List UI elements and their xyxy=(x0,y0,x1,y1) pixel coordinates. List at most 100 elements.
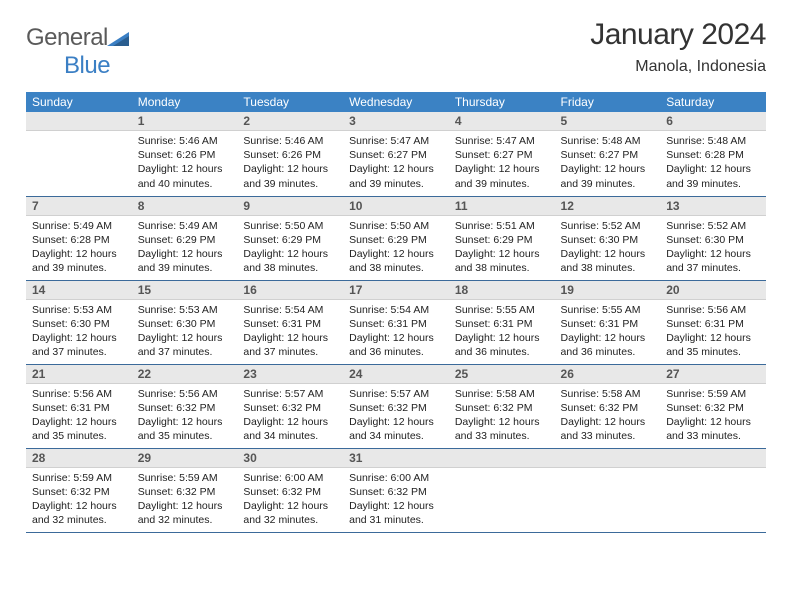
header: General Blue January 2024 Manola, Indone… xyxy=(26,18,766,80)
day-info: Sunrise: 5:57 AMSunset: 6:32 PMDaylight:… xyxy=(237,384,343,448)
daylight-line: Daylight: 12 hours and 38 minutes. xyxy=(455,248,540,274)
daylight-line: Daylight: 12 hours and 37 minutes. xyxy=(32,332,117,358)
sunrise-line: Sunrise: 5:53 AM xyxy=(32,304,112,316)
sunset-line: Sunset: 6:26 PM xyxy=(138,149,216,161)
calendar-cell: 13Sunrise: 5:52 AMSunset: 6:30 PMDayligh… xyxy=(660,196,766,280)
sunset-line: Sunset: 6:32 PM xyxy=(32,486,110,498)
calendar-cell: 25Sunrise: 5:58 AMSunset: 6:32 PMDayligh… xyxy=(449,364,555,448)
daylight-line: Daylight: 12 hours and 37 minutes. xyxy=(666,248,751,274)
weekday-header: Sunday xyxy=(26,92,132,112)
daylight-line: Daylight: 12 hours and 37 minutes. xyxy=(138,332,223,358)
day-info: Sunrise: 5:50 AMSunset: 6:29 PMDaylight:… xyxy=(343,216,449,280)
calendar-cell: 9Sunrise: 5:50 AMSunset: 6:29 PMDaylight… xyxy=(237,196,343,280)
sunset-line: Sunset: 6:31 PM xyxy=(561,318,639,330)
day-info: Sunrise: 5:47 AMSunset: 6:27 PMDaylight:… xyxy=(343,131,449,195)
day-number xyxy=(555,449,661,468)
day-number: 11 xyxy=(449,197,555,216)
day-number: 22 xyxy=(132,365,238,384)
sunrise-line: Sunrise: 5:49 AM xyxy=(138,220,218,232)
daylight-line: Daylight: 12 hours and 34 minutes. xyxy=(349,416,434,442)
daylight-line: Daylight: 12 hours and 34 minutes. xyxy=(243,416,328,442)
sunset-line: Sunset: 6:32 PM xyxy=(138,486,216,498)
sunrise-line: Sunrise: 5:56 AM xyxy=(138,388,218,400)
day-number: 10 xyxy=(343,197,449,216)
logo-word-1: General xyxy=(26,24,108,51)
daylight-line: Daylight: 12 hours and 39 minutes. xyxy=(243,163,328,189)
calendar-week: 14Sunrise: 5:53 AMSunset: 6:30 PMDayligh… xyxy=(26,280,766,364)
calendar-cell: 24Sunrise: 5:57 AMSunset: 6:32 PMDayligh… xyxy=(343,364,449,448)
day-number: 21 xyxy=(26,365,132,384)
day-number: 15 xyxy=(132,281,238,300)
calendar-cell: 11Sunrise: 5:51 AMSunset: 6:29 PMDayligh… xyxy=(449,196,555,280)
daylight-line: Daylight: 12 hours and 35 minutes. xyxy=(32,416,117,442)
calendar-cell: 7Sunrise: 5:49 AMSunset: 6:28 PMDaylight… xyxy=(26,196,132,280)
day-info: Sunrise: 5:46 AM Sunset: 6:26 PM Daylight:… xyxy=(237,131,343,195)
daylight-line: Daylight: 12 hours and 39 minutes. xyxy=(138,248,223,274)
sunset-line: Sunset: 6:29 PM xyxy=(243,234,321,246)
calendar-cell: 30Sunrise: 6:00 AMSunset: 6:32 PMDayligh… xyxy=(237,448,343,532)
sunrise-line: Sunrise: 5:48 AM xyxy=(666,135,746,147)
sunrise-line: Sunrise: 6:00 AM xyxy=(349,472,429,484)
day-info: Sunrise: 5:49 AMSunset: 6:29 PMDaylight:… xyxy=(132,216,238,280)
calendar-cell: 16Sunrise: 5:54 AMSunset: 6:31 PMDayligh… xyxy=(237,280,343,364)
calendar-cell: 22Sunrise: 5:56 AMSunset: 6:32 PMDayligh… xyxy=(132,364,238,448)
calendar-cell: 21Sunrise: 5:56 AMSunset: 6:31 PMDayligh… xyxy=(26,364,132,448)
sunset-line: Sunset: 6:27 PM xyxy=(561,149,639,161)
calendar-body: 1Sunrise: 5:46 AMSunset: 6:26 PMDaylight… xyxy=(26,112,766,532)
day-info: Sunrise: 5:56 AMSunset: 6:31 PMDaylight:… xyxy=(660,300,766,364)
day-info: Sunrise: 5:48 AMSunset: 6:27 PMDaylight:… xyxy=(555,131,661,195)
sunset-line: Sunset: 6:29 PM xyxy=(349,234,427,246)
day-number: 19 xyxy=(555,281,661,300)
day-info: Sunrise: 5:52 AMSunset: 6:30 PMDaylight:… xyxy=(660,216,766,280)
day-number: 8 xyxy=(132,197,238,216)
daylight-line: Daylight: 12 hours and 38 minutes. xyxy=(243,248,328,274)
sunrise-line: Sunrise: 5:49 AM xyxy=(32,220,112,232)
sunset-line: Sunset: 6:31 PM xyxy=(32,402,110,414)
sunrise-line: Sunrise: 5:59 AM xyxy=(138,472,218,484)
daylight-line: Daylight: 12 hours and 31 minutes. xyxy=(349,500,434,526)
calendar-cell: 20Sunrise: 5:56 AMSunset: 6:31 PMDayligh… xyxy=(660,280,766,364)
sunset-line: Sunset: 6:32 PM xyxy=(666,402,744,414)
logo-text: General Blue xyxy=(26,24,128,80)
sunrise-line: Sunrise: 5:46 AM xyxy=(243,135,323,147)
sunrise-line: Sunrise: 5:47 AM xyxy=(349,135,429,147)
day-number: 16 xyxy=(237,281,343,300)
daylight-line: Daylight: 12 hours and 37 minutes. xyxy=(243,332,328,358)
calendar-cell: 5Sunrise: 5:48 AMSunset: 6:27 PMDaylight… xyxy=(555,112,661,196)
logo: General Blue xyxy=(26,18,128,80)
sunset-line: Sunset: 6:32 PM xyxy=(243,486,321,498)
sunset-line: Sunset: 6:32 PM xyxy=(349,486,427,498)
calendar-week: 21 Sunrise: 5:56 AM Sunset: 6:31 PM Dayligh… xyxy=(26,364,766,448)
day-info: Sunrise: 5:57 AMSunset: 6:32 PMDaylight:… xyxy=(343,384,449,448)
calendar-week: 1Sunrise: 5:46 AMSunset: 6:26 PMDaylight… xyxy=(26,112,766,196)
day-number: 26 xyxy=(555,365,661,384)
calendar-cell xyxy=(26,112,132,196)
sunrise-line: Sunrise: 5:52 AM xyxy=(666,220,746,232)
title-block: January 2024 Manola, Indonesia xyxy=(590,18,766,76)
sunrise-line: Sunrise: 5:47 AM xyxy=(455,135,535,147)
calendar-cell: 19Sunrise: 5:55 AMSunset: 6:31 PMDayligh… xyxy=(555,280,661,364)
day-number: 30 xyxy=(237,449,343,468)
weekday-header: Tuesday xyxy=(237,92,343,112)
sunrise-line: Sunrise: 5:58 AM xyxy=(561,388,641,400)
sunset-line: Sunset: 6:27 PM xyxy=(455,149,533,161)
sunset-line: Sunset: 6:28 PM xyxy=(32,234,110,246)
month-title: January 2024 xyxy=(590,18,766,52)
calendar-cell: 31Sunrise: 6:00 AMSunset: 6:32 PMDayligh… xyxy=(343,448,449,532)
day-number: 28 xyxy=(26,449,132,468)
logo-word-2: Blue xyxy=(64,52,110,79)
calendar-cell: 27Sunrise: 5:59 AMSunset: 6:32 PMDayligh… xyxy=(660,364,766,448)
sunrise-line: Sunrise: 5:57 AM xyxy=(243,388,323,400)
calendar-cell xyxy=(660,448,766,532)
day-info: Sunrise: 5:46 AMSunset: 6:26 PMDaylight:… xyxy=(132,131,238,195)
sunrise-line: Sunrise: 5:59 AM xyxy=(32,472,112,484)
sunset-line: Sunset: 6:31 PM xyxy=(243,318,321,330)
calendar-cell: 18Sunrise: 5:55 AMSunset: 6:31 PMDayligh… xyxy=(449,280,555,364)
daylight-line: Daylight: 12 hours and 35 minutes. xyxy=(138,416,223,442)
day-number: 18 xyxy=(449,281,555,300)
day-info: Sunrise: 5:48 AMSunset: 6:28 PMDaylight:… xyxy=(660,131,766,195)
daylight-line: Daylight: 12 hours and 39 minutes. xyxy=(455,163,540,189)
day-info: Sunrise: 5:59 AMSunset: 6:32 PMDaylight:… xyxy=(660,384,766,448)
sunset-line: Sunset: 6:26 PM xyxy=(243,149,321,161)
sunrise-line: Sunrise: 5:56 AM xyxy=(666,304,746,316)
